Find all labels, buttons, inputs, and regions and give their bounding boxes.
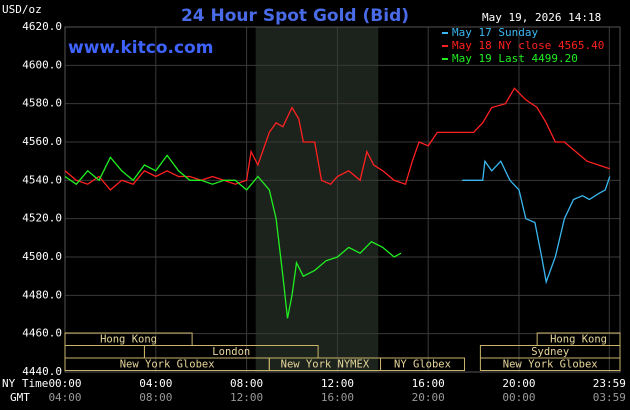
x2-tick-label: 00:00 xyxy=(502,391,535,404)
session-label: New York Globex xyxy=(503,359,598,371)
y-tick-label: 4500.0 xyxy=(22,250,62,263)
x-tick-label: 23:59 xyxy=(593,377,626,390)
x2-tick-label: 04:00 xyxy=(48,391,81,404)
session-label: Hong Kong xyxy=(100,334,157,346)
session-label: Hong Kong xyxy=(550,334,607,346)
chart-title: 24 Hour Spot Gold (Bid) xyxy=(181,6,409,26)
legend-label: May 18 NY close 4565.40 xyxy=(452,39,604,52)
y-tick-label: 4580.0 xyxy=(22,97,62,110)
session-box xyxy=(479,357,621,371)
y-tick-label: 4600.0 xyxy=(22,58,62,71)
price-line xyxy=(64,154,402,319)
session-box xyxy=(380,357,466,371)
legend-label: May 17 Sunday xyxy=(452,26,538,39)
highlight-band xyxy=(255,27,379,372)
session-label: London xyxy=(212,346,250,358)
site-url: www.kitco.com xyxy=(68,38,213,58)
x-tick-label: 12:00 xyxy=(321,377,354,390)
y-tick-label: 4480.0 xyxy=(22,288,62,301)
x2-tick-label: 08:00 xyxy=(139,391,172,404)
price-line xyxy=(462,159,611,285)
x-axis-label: NY Time xyxy=(2,377,48,390)
timestamp: May 19, 2026 14:18 xyxy=(482,11,601,24)
y-tick-label: 4560.0 xyxy=(22,135,62,148)
y-tick-label: 4620.0 xyxy=(22,20,62,33)
x2-tick-label: 12:00 xyxy=(230,391,263,404)
session-label: New York NYMEX xyxy=(281,359,370,371)
x-tick-label: 08:00 xyxy=(230,377,263,390)
legend-label: May 19 Last 4499.20 xyxy=(452,52,578,65)
plot-frame xyxy=(64,26,621,373)
y-tick-label: 4520.0 xyxy=(22,212,62,225)
x-tick-label: 16:00 xyxy=(412,377,445,390)
unit-label: USD/oz xyxy=(2,3,42,16)
plot-area xyxy=(64,26,621,373)
x2-tick-label: 16:00 xyxy=(321,391,354,404)
price-line xyxy=(64,87,611,191)
x-tick-label: 00:00 xyxy=(48,377,81,390)
x-tick-label: 20:00 xyxy=(502,377,535,390)
x2-tick-label: 20:00 xyxy=(412,391,445,404)
session-label: NY Globex xyxy=(394,359,451,371)
y-tick-label: 4460.0 xyxy=(22,327,62,340)
session-label: Sydney xyxy=(531,346,569,358)
y-tick-label: 4540.0 xyxy=(22,173,62,186)
y-tick-label: 4440.0 xyxy=(22,365,62,378)
x2-tick-label: 03:59 xyxy=(593,391,626,404)
x-tick-label: 04:00 xyxy=(139,377,172,390)
x2-axis-label: GMT xyxy=(10,391,30,404)
session-label: New York Globex xyxy=(120,359,215,371)
